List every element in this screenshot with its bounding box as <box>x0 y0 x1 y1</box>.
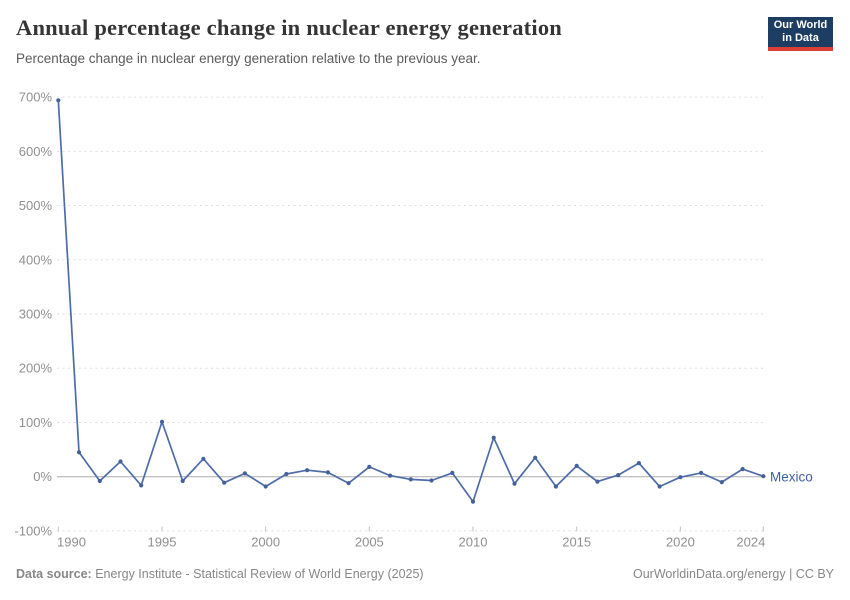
data-point[interactable] <box>222 480 227 485</box>
data-point[interactable] <box>242 471 247 476</box>
chart-subtitle: Percentage change in nuclear energy gene… <box>16 51 481 66</box>
data-point[interactable] <box>636 461 642 466</box>
y-tick-label: 400% <box>19 252 53 267</box>
data-point[interactable] <box>388 473 393 478</box>
series-end-label-mexico[interactable]: Mexico <box>770 470 813 485</box>
data-point[interactable] <box>97 478 102 484</box>
data-source-text: Energy Institute - Statistical Review of… <box>91 567 424 581</box>
data-point[interactable] <box>553 484 559 489</box>
data-point[interactable] <box>616 473 621 478</box>
data-source-label: Data source: <box>16 567 92 581</box>
x-tick-label: 2024 <box>736 535 765 550</box>
data-point[interactable] <box>263 484 268 489</box>
data-point[interactable] <box>719 480 724 485</box>
y-tick-label: -100% <box>14 523 52 538</box>
data-point[interactable] <box>595 479 600 484</box>
y-tick-label: 500% <box>19 198 53 213</box>
data-point[interactable] <box>367 464 372 469</box>
data-point[interactable] <box>139 483 144 488</box>
data-point[interactable] <box>740 467 745 472</box>
owid-license-link[interactable]: OurWorldinData.org/energy | CC BY <box>632 567 834 581</box>
owid-logo: Our World in Data <box>768 17 833 51</box>
data-point[interactable] <box>678 475 683 480</box>
x-tick-label: 2020 <box>666 535 695 550</box>
x-tick-label: 1995 <box>148 535 177 550</box>
owid-logo-line2: in Data <box>782 32 819 44</box>
data-point[interactable] <box>180 478 185 484</box>
x-tick-label: 1990 <box>57 535 86 550</box>
x-tick-label: 2010 <box>459 535 488 550</box>
data-point[interactable] <box>491 435 496 440</box>
chart-title: Annual percentage change in nuclear ener… <box>16 15 562 40</box>
x-axis-group: 1990 1995 2000 2005 2010 2015 2020 2024 <box>57 526 765 550</box>
data-point[interactable] <box>699 470 704 475</box>
x-tick-label: 2000 <box>251 535 280 550</box>
x-tick-label: 2005 <box>355 535 384 550</box>
data-point[interactable] <box>574 463 579 468</box>
data-point[interactable] <box>761 474 766 479</box>
data-point[interactable] <box>76 450 82 455</box>
data-point[interactable] <box>470 499 476 504</box>
data-point[interactable] <box>512 481 517 486</box>
data-point[interactable] <box>346 481 351 486</box>
y-tick-label: 700% <box>19 90 53 105</box>
y-tick-label: 100% <box>19 415 53 430</box>
y-tick-label: 600% <box>19 144 53 159</box>
data-point[interactable] <box>159 419 165 424</box>
data-point[interactable] <box>408 477 413 482</box>
chart-footer: Data source: Energy Institute - Statisti… <box>16 567 834 581</box>
series-line-mexico[interactable] <box>57 99 765 503</box>
owid-logo-line1: Our World <box>773 19 828 32</box>
gridlines-group: 700% 600% 500% 400% 300% 200% 100% 0% -100% <box>14 90 766 538</box>
series-group[interactable] <box>56 98 766 504</box>
data-point[interactable] <box>657 484 662 489</box>
data-source-note: Data source: Energy Institute - Statisti… <box>16 567 424 581</box>
data-point[interactable] <box>533 455 538 460</box>
data-point[interactable] <box>118 459 123 464</box>
data-point[interactable] <box>325 470 330 475</box>
data-point[interactable] <box>305 468 310 473</box>
data-point[interactable] <box>284 471 289 477</box>
y-tick-label: 300% <box>19 307 53 322</box>
data-point[interactable] <box>450 470 455 475</box>
data-point[interactable] <box>56 98 61 103</box>
data-point[interactable] <box>201 456 206 461</box>
y-tick-label: 200% <box>19 361 53 376</box>
x-tick-label: 2015 <box>562 535 591 550</box>
y-tick-label: 0% <box>33 469 52 484</box>
data-point[interactable] <box>429 478 434 483</box>
